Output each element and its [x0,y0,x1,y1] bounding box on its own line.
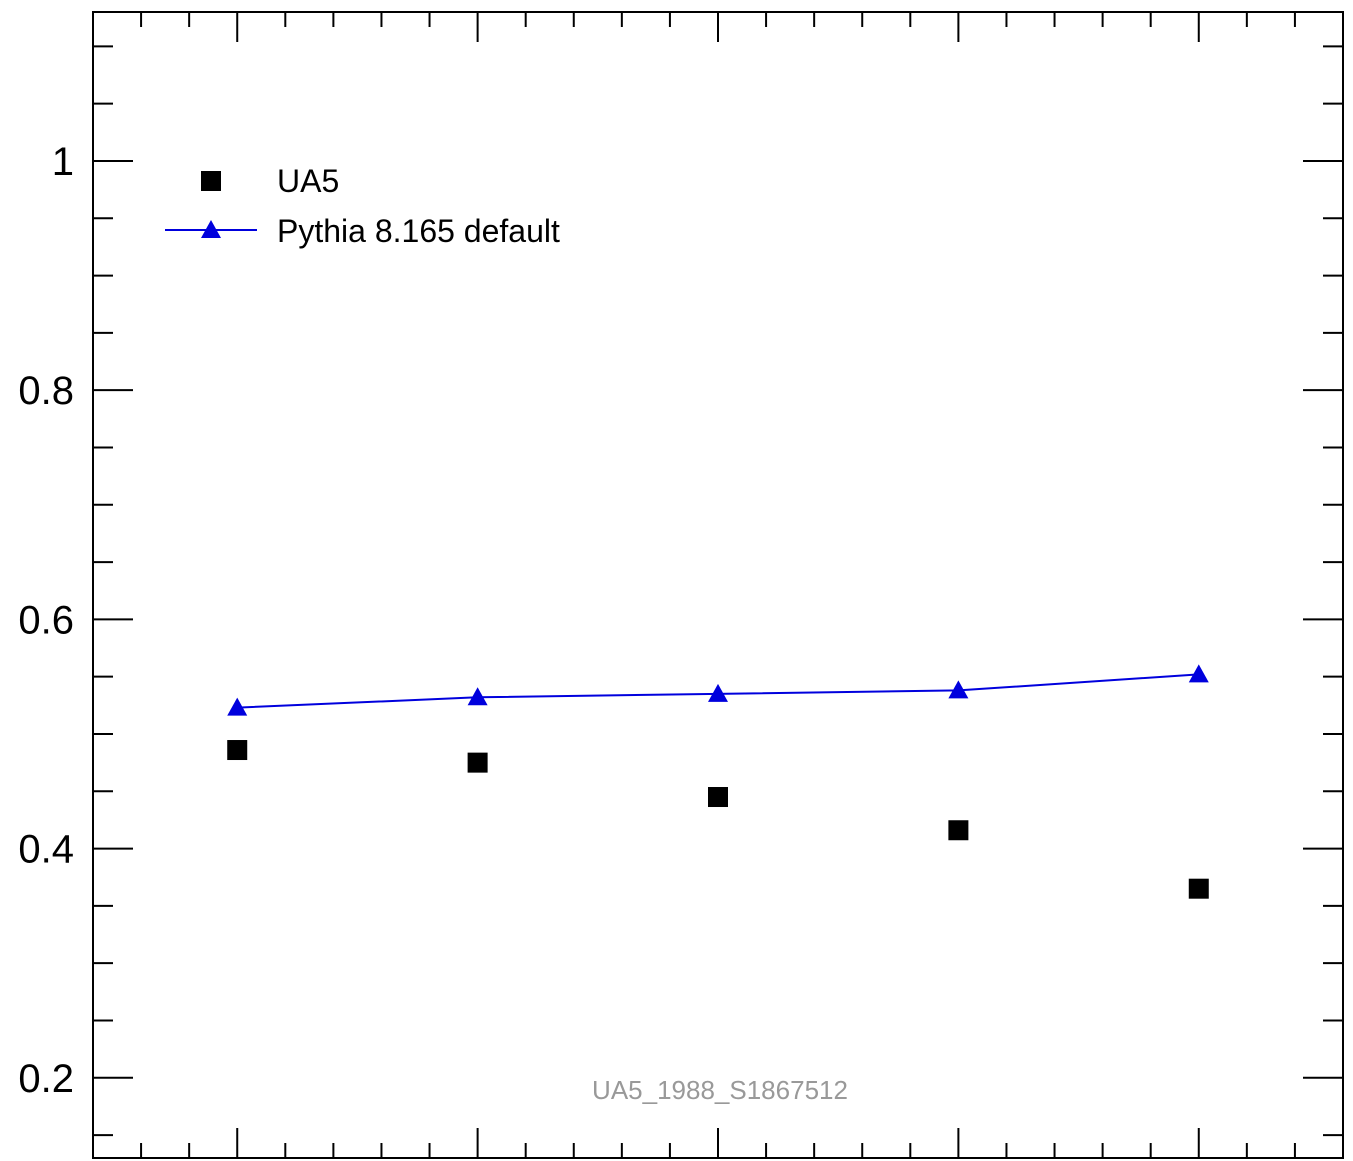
plot-frame [92,11,1344,1159]
legend-ua5-label: UA5 [277,163,339,199]
y-tick-label: 0.2 [18,1057,74,1101]
pythia-point [948,680,969,699]
axis-ticks [93,12,1343,1158]
y-tick-label: 0.8 [18,369,74,413]
y-tick-label: 0.4 [18,828,74,872]
series-layer [227,664,1209,899]
pythia-point [1188,664,1209,683]
ua5-point [948,820,969,841]
ua5-point [1188,878,1209,899]
y-tick-label: 0.6 [18,598,74,642]
pythia-point [227,697,248,716]
ua5-point [467,752,488,773]
source-annotation: UA5_1988_S1867512 [592,1075,848,1105]
legend-ua5-marker [201,171,221,191]
y-tick-label: 1 [52,140,74,184]
legend-pythia-marker [201,220,221,238]
pythia-point [467,687,488,706]
ua5-point [708,787,728,808]
legend: UA5 Pythia 8.165 default [165,163,560,249]
pythia-point [708,683,728,702]
legend-pythia-label: Pythia 8.165 default [277,213,560,249]
ua5-point [227,740,248,761]
y-tick-labels: 0.2 0.4 0.6 0.8 1 [18,140,74,1101]
